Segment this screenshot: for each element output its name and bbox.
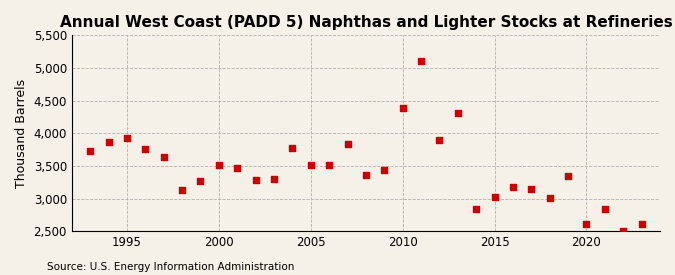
Point bbox=[379, 168, 389, 173]
Point bbox=[618, 229, 628, 233]
Point bbox=[470, 207, 481, 211]
Point bbox=[416, 59, 427, 64]
Point bbox=[398, 106, 408, 111]
Point bbox=[637, 222, 647, 226]
Point bbox=[360, 173, 371, 177]
Point bbox=[159, 155, 169, 159]
Point bbox=[250, 178, 261, 182]
Point bbox=[508, 185, 518, 189]
Point bbox=[434, 138, 445, 143]
Point bbox=[489, 195, 500, 199]
Point bbox=[213, 163, 224, 167]
Point bbox=[140, 147, 151, 151]
Point bbox=[177, 188, 188, 192]
Title: Annual West Coast (PADD 5) Naphthas and Lighter Stocks at Refineries: Annual West Coast (PADD 5) Naphthas and … bbox=[59, 15, 672, 30]
Text: Source: U.S. Energy Information Administration: Source: U.S. Energy Information Administ… bbox=[47, 262, 294, 272]
Point bbox=[232, 166, 242, 170]
Point bbox=[305, 163, 316, 167]
Point bbox=[195, 179, 206, 183]
Point bbox=[269, 177, 279, 181]
Point bbox=[581, 222, 592, 226]
Point bbox=[103, 139, 114, 144]
Point bbox=[287, 145, 298, 150]
Point bbox=[599, 207, 610, 211]
Point bbox=[122, 136, 132, 140]
Point bbox=[544, 196, 555, 200]
Y-axis label: Thousand Barrels: Thousand Barrels bbox=[15, 79, 28, 188]
Point bbox=[452, 111, 463, 115]
Point bbox=[342, 142, 353, 147]
Point bbox=[85, 149, 96, 153]
Point bbox=[324, 163, 335, 167]
Point bbox=[526, 186, 537, 191]
Point bbox=[563, 174, 574, 178]
